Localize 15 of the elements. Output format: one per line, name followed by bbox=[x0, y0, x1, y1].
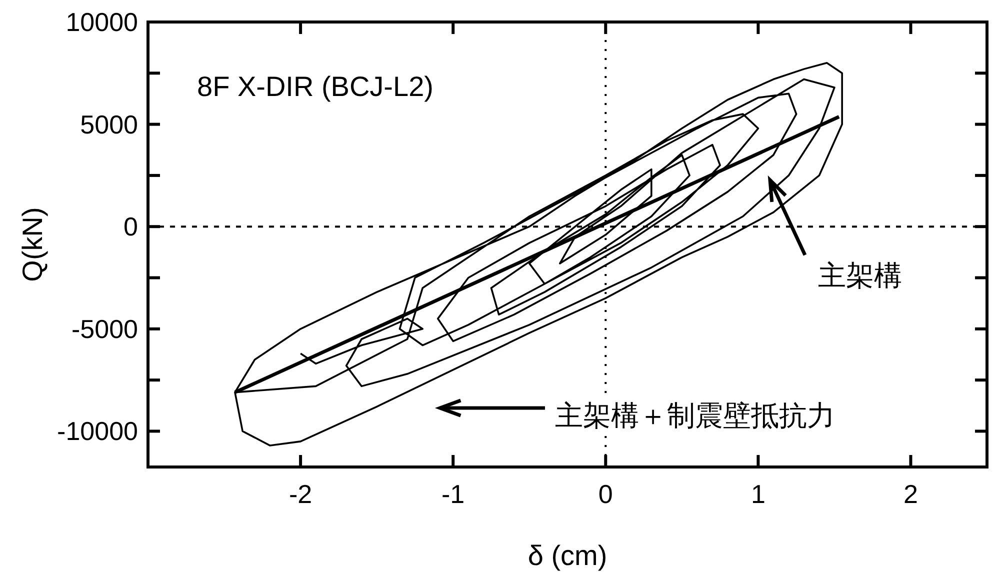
y-tick-label: 5000 bbox=[80, 109, 138, 140]
x-tick-label: 2 bbox=[903, 479, 918, 509]
x-tick-label: 1 bbox=[750, 479, 766, 509]
y-tick-label: -5000 bbox=[72, 314, 138, 344]
x-tick-label: -2 bbox=[288, 479, 312, 509]
x-tick-label: 0 bbox=[598, 479, 613, 509]
x-tick-label: -1 bbox=[442, 479, 465, 509]
y-tick-label: 0 bbox=[124, 212, 138, 242]
y-tick-label: 10000 bbox=[66, 7, 138, 37]
x-axis-title: δ (cm) bbox=[528, 540, 608, 571]
y-tick-label: -10000 bbox=[57, 416, 138, 446]
annotation: 主架構 bbox=[818, 260, 902, 291]
annotation: 8F X-DIR (BCJ-L2) bbox=[197, 71, 434, 102]
annotation: 主架構＋制震壁抵抗力 bbox=[555, 400, 835, 431]
y-axis-title: Q(kN) bbox=[17, 207, 48, 282]
